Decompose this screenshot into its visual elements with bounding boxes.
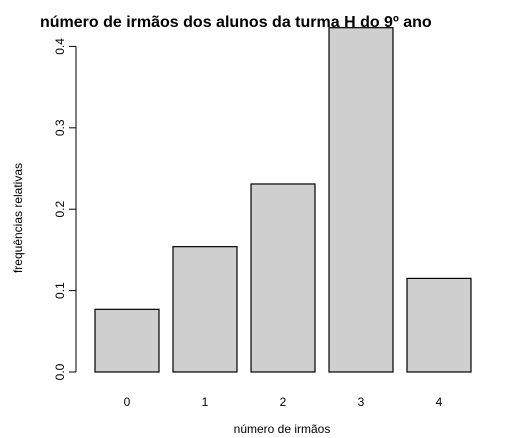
x-tick-label: 2 [280, 395, 287, 409]
x-tick-label: 1 [202, 395, 209, 409]
y-tick-label: 0.4 [53, 38, 67, 55]
bar [172, 246, 238, 373]
bar [250, 183, 316, 373]
x-tick-labels: 0 1 2 3 4 [124, 395, 443, 409]
x-tick-label: 0 [124, 395, 131, 409]
x-axis-label: número de irmãos [234, 422, 331, 436]
x-tick-label: 3 [358, 395, 365, 409]
x-tick-label: 4 [436, 395, 443, 409]
y-axis-label: frequências relativas [11, 163, 25, 273]
bars-group [94, 27, 472, 373]
bar [406, 277, 472, 373]
bar [328, 27, 394, 373]
chart-title: número de irmãos dos alunos da turma H d… [40, 14, 432, 31]
y-tick-label: 0.2 [53, 201, 67, 218]
y-tick-label: 0.0 [53, 363, 67, 380]
bar [94, 308, 160, 373]
y-tick-label: 0.3 [53, 119, 67, 136]
y-tick-label: 0.1 [53, 282, 67, 299]
y-axis: 0.0 0.1 0.2 0.3 0.4 [53, 38, 77, 380]
